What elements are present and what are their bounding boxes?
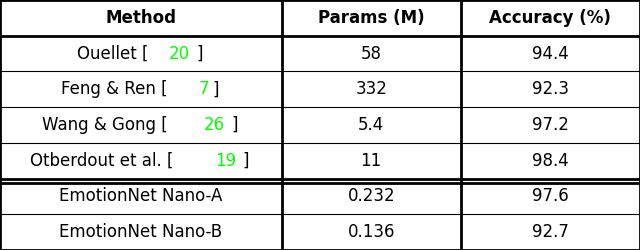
Text: 0.232: 0.232: [348, 188, 395, 206]
Text: Accuracy (%): Accuracy (%): [490, 9, 611, 27]
Text: 58: 58: [361, 44, 381, 62]
Text: 0.136: 0.136: [348, 223, 395, 241]
Text: Method: Method: [106, 9, 176, 27]
Text: EmotionNet Nano-B: EmotionNet Nano-B: [60, 223, 222, 241]
Text: 97.2: 97.2: [532, 116, 569, 134]
Text: 19: 19: [216, 152, 237, 170]
Text: 26: 26: [204, 116, 225, 134]
Text: 94.4: 94.4: [532, 44, 569, 62]
Text: EmotionNet Nano-A: EmotionNet Nano-A: [59, 188, 223, 206]
Text: Feng & Ren [: Feng & Ren [: [61, 80, 168, 98]
Text: 5.4: 5.4: [358, 116, 385, 134]
Text: Params (M): Params (M): [318, 9, 424, 27]
Text: 92.7: 92.7: [532, 223, 569, 241]
Text: 92.3: 92.3: [532, 80, 569, 98]
Text: Wang & Gong [: Wang & Gong [: [42, 116, 168, 134]
Text: ]: ]: [232, 116, 238, 134]
Text: 11: 11: [360, 152, 382, 170]
Text: Ouellet [: Ouellet [: [77, 44, 148, 62]
Text: Otberdout et al. [: Otberdout et al. [: [30, 152, 174, 170]
Text: ]: ]: [212, 80, 219, 98]
Text: ]: ]: [243, 152, 250, 170]
Text: 332: 332: [355, 80, 387, 98]
Text: 7: 7: [198, 80, 209, 98]
Text: 20: 20: [169, 44, 190, 62]
Text: 98.4: 98.4: [532, 152, 569, 170]
Text: 97.6: 97.6: [532, 188, 569, 206]
Text: ]: ]: [196, 44, 203, 62]
